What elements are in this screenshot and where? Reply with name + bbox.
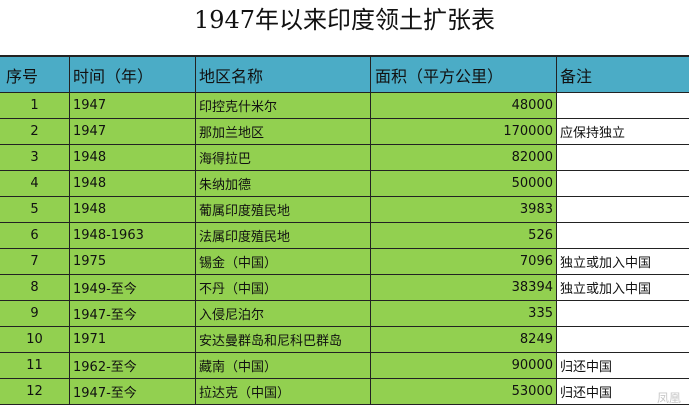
- cell-note: [557, 171, 689, 197]
- cell-time: 1947-至今: [70, 301, 196, 327]
- cell-time: 1948: [70, 171, 196, 197]
- table-row: 8 1949-至今 不丹（中国） 38394 独立或加入中国: [0, 275, 689, 301]
- cell-region: 拉达克（中国）: [196, 379, 371, 405]
- table-row: 9 1947-至今 入侵尼泊尔 335: [0, 301, 689, 327]
- cell-area: 90000: [371, 353, 557, 379]
- cell-no: 11: [0, 353, 70, 379]
- cell-time: 1947: [70, 93, 196, 119]
- cell-area: 335: [371, 301, 557, 327]
- cell-note: [557, 93, 689, 119]
- table-row: 4 1948 朱纳加德 50000: [0, 171, 689, 197]
- cell-area: 50000: [371, 171, 557, 197]
- cell-region: 朱纳加德: [196, 171, 371, 197]
- cell-note: 独立或加入中国: [557, 275, 689, 301]
- cell-note: 应保持独立: [557, 119, 689, 145]
- cell-no: 4: [0, 171, 70, 197]
- cell-note: [557, 197, 689, 223]
- cell-time: 1975: [70, 249, 196, 275]
- cell-note: [557, 145, 689, 171]
- cell-no: 8: [0, 275, 70, 301]
- cell-no: 3: [0, 145, 70, 171]
- cell-no: 6: [0, 223, 70, 249]
- cell-area: 48000: [371, 93, 557, 119]
- table-row: 6 1948-1963 法属印度殖民地 526: [0, 223, 689, 249]
- cell-no: 2: [0, 119, 70, 145]
- cell-area: 170000: [371, 119, 557, 145]
- cell-no: 1: [0, 93, 70, 119]
- cell-no: 9: [0, 301, 70, 327]
- table-row: 1 1947 印控克什米尔 48000: [0, 93, 689, 119]
- cell-time: 1948: [70, 197, 196, 223]
- watermark-text: 凤凰: [656, 391, 681, 405]
- table-row: 12 1947-至今 拉达克（中国） 53000 归还中国: [0, 379, 689, 405]
- cell-area: 526: [371, 223, 557, 249]
- cell-no: 7: [0, 249, 70, 275]
- cell-time: 1971: [70, 327, 196, 353]
- cell-time: 1948: [70, 145, 196, 171]
- table-row: 11 1962-至今 藏南（中国） 90000 归还中国: [0, 353, 689, 379]
- cell-region: 那加兰地区: [196, 119, 371, 145]
- cell-region: 印控克什米尔: [196, 93, 371, 119]
- header-cell-region: 地区名称: [196, 55, 371, 93]
- cell-area: 53000: [371, 379, 557, 405]
- header-cell-no: 序号: [0, 55, 70, 93]
- page-title: 1947年以来印度领土扩张表: [193, 6, 496, 34]
- header-cell-time: 时间（年）: [70, 55, 196, 93]
- cell-area: 82000: [371, 145, 557, 171]
- cell-note: 归还中国: [557, 353, 689, 379]
- cell-area: 8249: [371, 327, 557, 353]
- cell-region: 法属印度殖民地: [196, 223, 371, 249]
- cell-area: 3983: [371, 197, 557, 223]
- cell-area: 38394: [371, 275, 557, 301]
- cell-region: 海得拉巴: [196, 145, 371, 171]
- cell-time: 1947-至今: [70, 379, 196, 405]
- cell-area: 7096: [371, 249, 557, 275]
- cell-time: 1949-至今: [70, 275, 196, 301]
- table-row: 2 1947 那加兰地区 170000 应保持独立: [0, 119, 689, 145]
- cell-note: 归还中国: [557, 379, 689, 405]
- cell-no: 5: [0, 197, 70, 223]
- header-cell-area: 面积（平方公里）: [371, 55, 557, 93]
- cell-region: 葡属印度殖民地: [196, 197, 371, 223]
- cell-no: 12: [0, 379, 70, 405]
- cell-region: 不丹（中国）: [196, 275, 371, 301]
- table-header-row: 序号 时间（年） 地区名称 面积（平方公里） 备注: [0, 55, 689, 93]
- table-row: 3 1948 海得拉巴 82000: [0, 145, 689, 171]
- cell-note: 独立或加入中国: [557, 249, 689, 275]
- table-row: 7 1975 锡金（中国） 7096 独立或加入中国: [0, 249, 689, 275]
- cell-no: 10: [0, 327, 70, 353]
- cell-region: 安达曼群岛和尼科巴群岛: [196, 327, 371, 353]
- header-cell-note: 备注: [557, 55, 689, 93]
- cell-note: [557, 301, 689, 327]
- cell-region: 藏南（中国）: [196, 353, 371, 379]
- cell-time: 1947: [70, 119, 196, 145]
- cell-note: [557, 223, 689, 249]
- cell-time: 1948-1963: [70, 223, 196, 249]
- table-row: 10 1971 安达曼群岛和尼科巴群岛 8249: [0, 327, 689, 353]
- cell-region: 锡金（中国）: [196, 249, 371, 275]
- cell-note: [557, 327, 689, 353]
- table-row: 5 1948 葡属印度殖民地 3983: [0, 197, 689, 223]
- territory-table: 序号 时间（年） 地区名称 面积（平方公里） 备注 1 1947 印控克什米尔 480…: [0, 55, 689, 412]
- cell-region: 入侵尼泊尔: [196, 301, 371, 327]
- cell-time: 1962-至今: [70, 353, 196, 379]
